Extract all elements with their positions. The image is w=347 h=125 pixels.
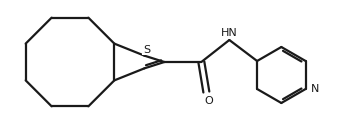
Text: S: S bbox=[143, 45, 150, 55]
Text: HN: HN bbox=[221, 28, 238, 38]
Text: N: N bbox=[311, 84, 319, 94]
Text: O: O bbox=[204, 96, 213, 106]
